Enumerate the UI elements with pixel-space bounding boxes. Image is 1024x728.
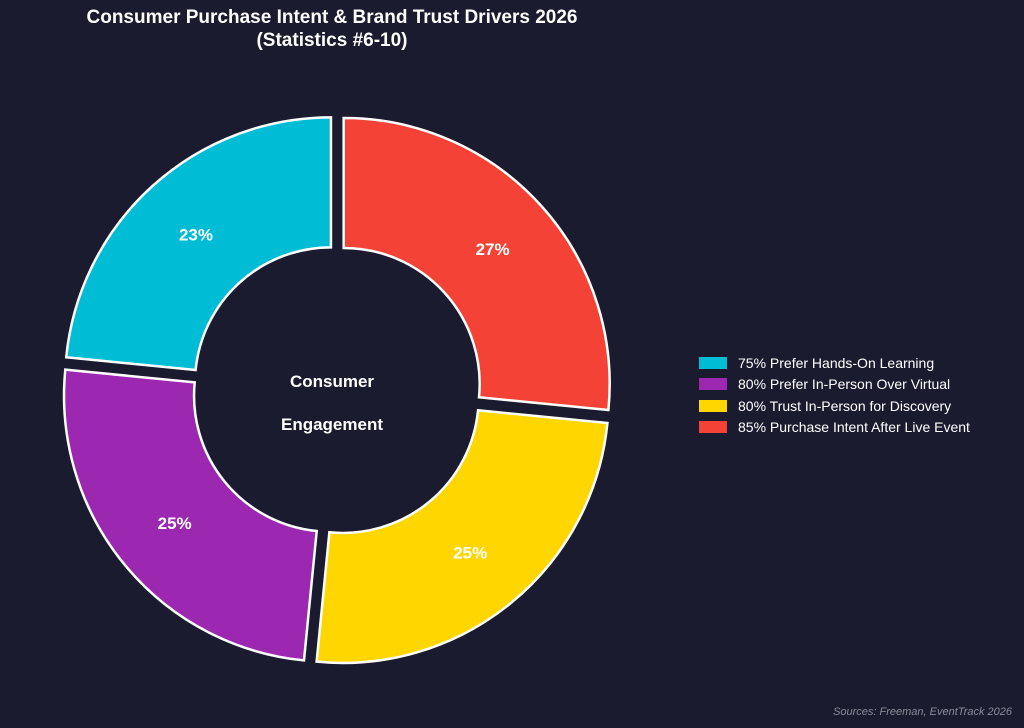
legend-label: 80% Trust In-Person for Discovery [738,397,952,414]
legend-item: 80% Prefer In-Person Over Virtual [699,374,999,396]
legend-item: 80% Trust In-Person for Discovery [699,395,999,417]
donut-slice [315,408,609,665]
legend-swatch [699,356,727,369]
donut-slice [342,116,611,412]
source-note: Sources: Freeman, EventTrack 2026 [833,706,1012,718]
donut-slice-labels: 23% 25% 25% 27% [158,225,510,562]
legend-label: 85% Purchase Intent After Live Event [738,419,970,436]
center-label-line1: Consumer [290,372,374,391]
center-label-line2: Engagement [281,415,383,434]
legend-swatch [699,378,727,391]
slice-percent-label: 25% [158,514,192,533]
legend-label: 80% Prefer In-Person Over Virtual [738,376,951,393]
slice-percent-label: 27% [476,240,510,259]
donut-slice [64,116,333,372]
legend-item: 75% Prefer Hands-On Learning [699,352,999,374]
legend-swatch [699,399,727,412]
slice-percent-label: 23% [179,225,213,244]
legend-item: 85% Purchase Intent After Live Event [699,417,999,439]
legend-swatch [699,421,727,434]
donut-slice [62,368,319,662]
legend-label: 75% Prefer Hands-On Learning [738,354,935,371]
donut-slices [62,116,611,665]
legend: 75% Prefer Hands-On Learning 80% Prefer … [699,352,999,438]
slice-percent-label: 25% [453,543,487,562]
chart-title: Consumer Purchase Intent & Brand Trust D… [86,7,578,28]
chart-subtitle: (Statistics #6-10) [256,30,408,51]
